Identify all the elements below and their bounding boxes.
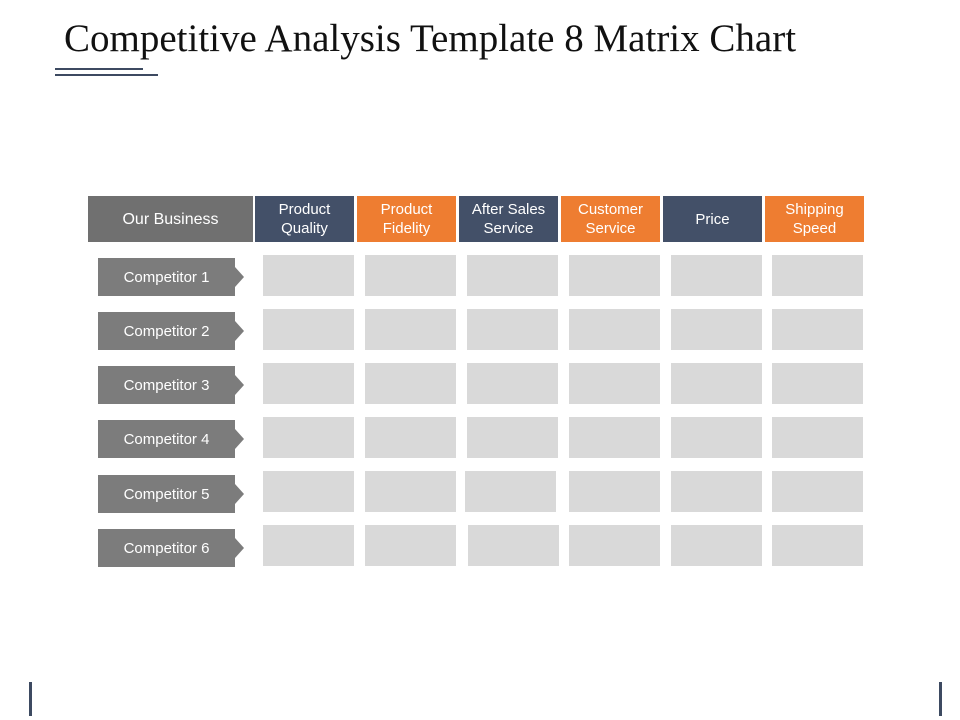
matrix-cell <box>465 471 556 512</box>
header-after-sales-service: After Sales Service <box>459 196 558 242</box>
matrix-cell <box>569 255 660 296</box>
header-label-line1: Product <box>278 201 331 218</box>
competitor-1-label: Competitor 1 <box>98 258 244 296</box>
header-label-line2: Quality <box>281 220 328 237</box>
matrix-cell <box>569 525 660 566</box>
title-underline-top <box>55 68 143 70</box>
matrix-cell <box>365 363 456 404</box>
matrix-cell <box>772 417 863 458</box>
header-product-fidelity: Product Fidelity <box>357 196 456 242</box>
matrix-cell <box>467 309 558 350</box>
matrix-cell <box>569 309 660 350</box>
matrix-cell <box>263 525 354 566</box>
competitor-3-label: Competitor 3 <box>98 366 244 404</box>
header-customer-service: Customer Service <box>561 196 660 242</box>
matrix-cell <box>263 255 354 296</box>
competitor-6-label: Competitor 6 <box>98 529 244 567</box>
slide-title: Competitive Analysis Template 8 Matrix C… <box>64 17 797 60</box>
header-our-business: Our Business <box>88 196 253 242</box>
competitor-4-label: Competitor 4 <box>98 420 244 458</box>
matrix-cell <box>467 363 558 404</box>
competitor-5-label: Competitor 5 <box>98 475 244 513</box>
matrix-cell <box>263 417 354 458</box>
matrix-cell <box>569 417 660 458</box>
title-underline-bottom <box>55 74 158 76</box>
matrix-cell <box>671 255 762 296</box>
matrix-cell <box>671 417 762 458</box>
matrix-cell <box>365 417 456 458</box>
matrix-cell <box>263 363 354 404</box>
matrix-cell <box>569 471 660 512</box>
matrix-cell <box>365 471 456 512</box>
matrix-cell <box>467 255 558 296</box>
decorative-bar-left <box>29 682 32 716</box>
matrix-cell <box>468 525 559 566</box>
decorative-bar-right <box>939 682 942 716</box>
matrix-cell <box>569 363 660 404</box>
matrix-cell <box>772 309 863 350</box>
header-label-line2: Speed <box>792 220 837 237</box>
competitor-2-label: Competitor 2 <box>98 312 244 350</box>
header-label-line1: Shipping <box>785 201 844 218</box>
matrix-cell <box>671 471 762 512</box>
header-shipping-speed: Shipping Speed <box>765 196 864 242</box>
header-label-line1: Product <box>380 201 433 218</box>
header-label-line1: Customer <box>577 201 644 218</box>
matrix-cell <box>671 525 762 566</box>
header-label-line2: Fidelity <box>382 220 431 237</box>
matrix-cell <box>671 363 762 404</box>
matrix-cell <box>772 363 863 404</box>
header-label-line2: Service <box>585 220 636 237</box>
matrix-cell <box>263 309 354 350</box>
matrix-cell <box>772 255 863 296</box>
header-product-quality: Product Quality <box>255 196 354 242</box>
matrix-cell <box>365 525 456 566</box>
header-price: Price <box>663 196 762 242</box>
header-label-line1: Price <box>695 210 730 228</box>
matrix-cell <box>671 309 762 350</box>
matrix-cell <box>365 255 456 296</box>
header-label-line2: Service <box>483 220 534 237</box>
matrix-cell <box>263 471 354 512</box>
header-label-line1: After Sales <box>471 201 546 218</box>
matrix-cell <box>772 525 863 566</box>
matrix-cell <box>365 309 456 350</box>
matrix-cell <box>772 471 863 512</box>
matrix-cell <box>467 417 558 458</box>
